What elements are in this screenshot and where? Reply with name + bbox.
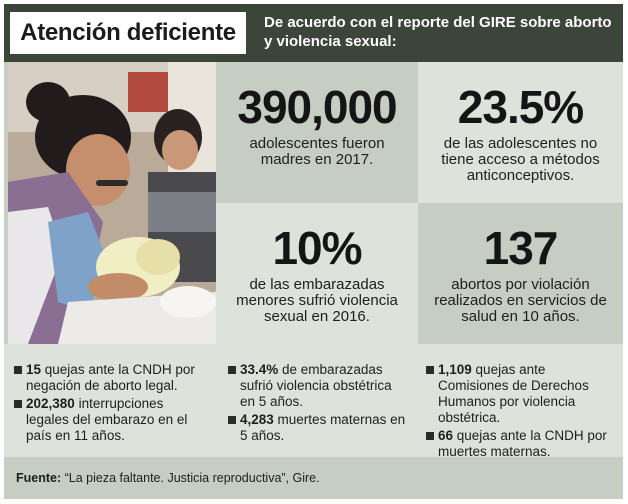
fact-number: 1,109 xyxy=(438,362,472,377)
bullet-square-icon xyxy=(228,366,236,374)
fact-number: 4,283 xyxy=(240,412,274,427)
fact-item: 202,380 interrupciones legales del embar… xyxy=(14,396,204,444)
fact-item: 66 quejas ante la CNDH por muertes mater… xyxy=(426,428,616,460)
facts-column-3: 1,109 quejas ante Comisiones de Derechos… xyxy=(426,362,616,462)
fact-item: 4,283 muertes maternas en 5 años. xyxy=(228,412,408,444)
fact-number: 33.4% xyxy=(240,362,279,377)
stat-adolescent-mothers: 390,000 adolescentes fueron madres en 20… xyxy=(216,62,418,203)
facts-panel: 15 quejas ante la CNDH por negación de a… xyxy=(4,344,623,459)
title-box: Atención deficiente xyxy=(10,12,246,54)
source-footer: Fuente: “La pieza faltante. Justicia rep… xyxy=(4,457,623,499)
bullet-square-icon xyxy=(228,416,236,424)
fact-item: 33.4% de embarazadas sufrió violencia ob… xyxy=(228,362,408,410)
page-subtitle: De acuerdo con el reporte del GIRE sobre… xyxy=(264,14,612,50)
fact-number: 202,380 xyxy=(26,396,75,411)
fact-text: quejas ante Comisiones de Derechos Human… xyxy=(438,362,589,425)
stat-description: abortos por violación realizados en serv… xyxy=(434,276,607,325)
fact-number: 15 xyxy=(26,362,42,377)
fact-number: 66 xyxy=(438,428,454,443)
fact-text: de embarazadas sufrió violencia obstétri… xyxy=(240,362,392,409)
fact-item: 15 quejas ante la CNDH por negación de a… xyxy=(14,362,204,394)
source-text: “La pieza faltante. Justicia reproductiv… xyxy=(61,471,320,485)
stat-value: 390,000 xyxy=(237,81,397,133)
fact-item: 1,109 quejas ante Comisiones de Derechos… xyxy=(426,362,616,426)
fact-text: muertes maternas en 5 años. xyxy=(240,412,406,443)
page-title: Atención deficiente xyxy=(20,19,236,46)
bullet-square-icon xyxy=(14,400,22,408)
stat-description: adolescentes fueron madres en 2017. xyxy=(249,135,385,168)
stat-value: 137 xyxy=(483,222,559,274)
stat-value: 10% xyxy=(272,222,362,274)
stat-value: 23.5% xyxy=(457,81,584,133)
bullet-square-icon xyxy=(14,366,22,374)
source-line: Fuente: “La pieza faltante. Justicia rep… xyxy=(16,471,320,485)
fact-text: interrupciones legales del embarazo en e… xyxy=(26,396,188,443)
stat-abortions-rape: 137 abortos por violación realizados en … xyxy=(418,203,623,344)
bullet-square-icon xyxy=(426,432,434,440)
facts-column-2: 33.4% de embarazadas sufrió violencia ob… xyxy=(228,362,408,446)
mother-and-baby-photo xyxy=(8,62,216,344)
fact-text: quejas ante la CNDH por negación de abor… xyxy=(26,362,195,393)
header-band: Atención deficiente De acuerdo con el re… xyxy=(4,4,623,62)
photo-illustration xyxy=(8,62,216,344)
facts-column-1: 15 quejas ante la CNDH por negación de a… xyxy=(14,362,204,446)
source-label: Fuente: xyxy=(16,471,62,485)
stat-contraception-access: 23.5% de las adolescentes no tiene acces… xyxy=(418,62,623,203)
bullet-square-icon xyxy=(426,366,434,374)
fact-text: quejas ante la CNDH por muertes maternas… xyxy=(438,428,607,459)
stat-sexual-violence: 10% de las embarazadas menores sufrió vi… xyxy=(216,203,418,344)
stat-description: de las adolescentes no tiene acceso a mé… xyxy=(441,135,600,184)
stat-description: de las embarazadas menores sufrió violen… xyxy=(236,276,398,325)
infographic: Atención deficiente De acuerdo con el re… xyxy=(4,4,623,499)
